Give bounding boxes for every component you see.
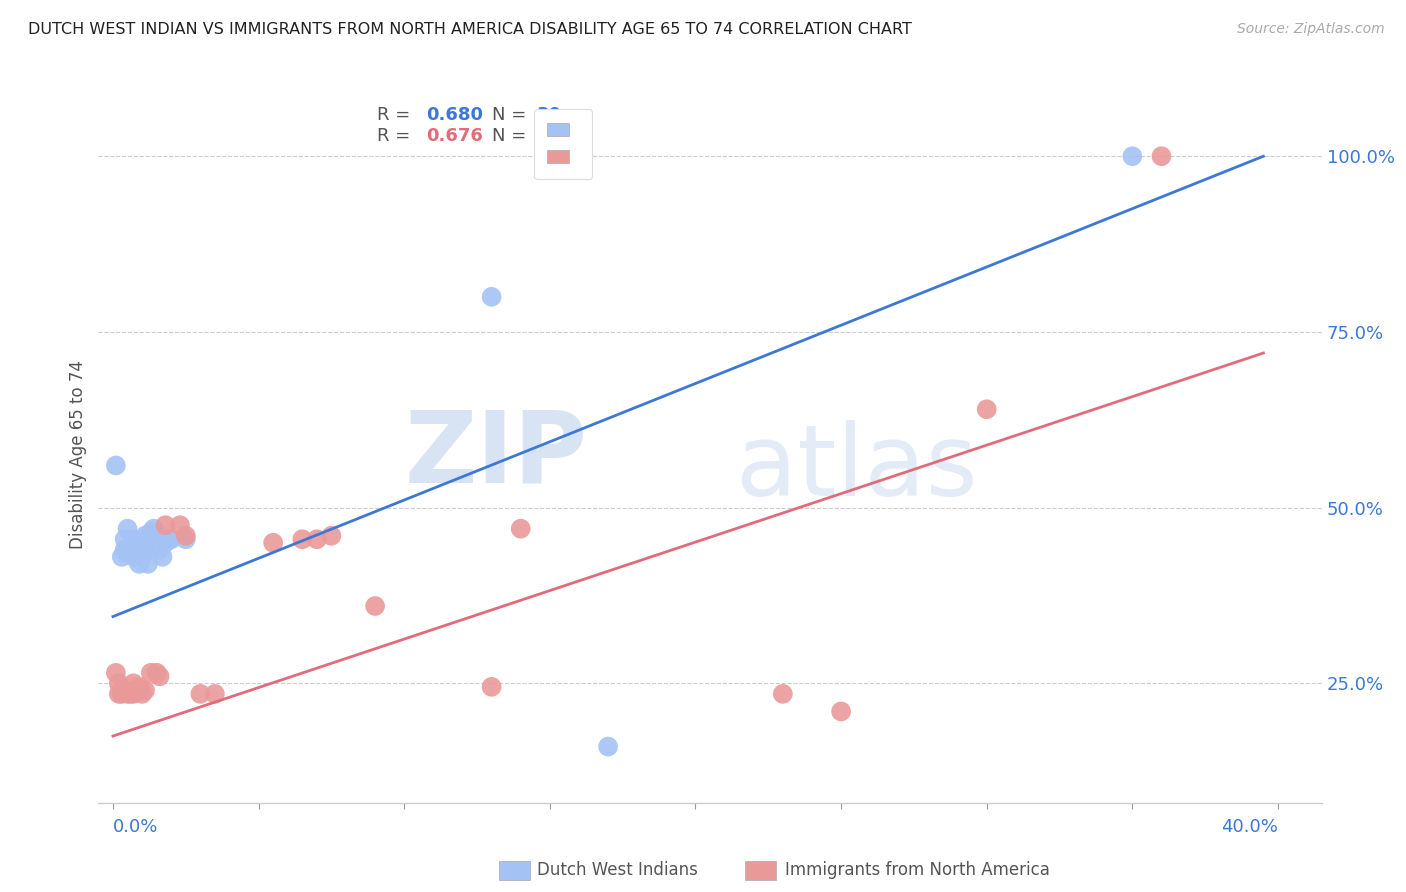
Text: Dutch West Indians: Dutch West Indians	[537, 861, 697, 879]
Text: N =: N =	[492, 106, 533, 124]
Point	[128, 557, 150, 571]
Text: R =: R =	[377, 128, 416, 145]
Text: Source: ZipAtlas.com: Source: ZipAtlas.com	[1237, 22, 1385, 37]
Point	[128, 680, 150, 694]
Point	[157, 533, 180, 547]
Point	[1150, 149, 1173, 163]
Point	[134, 542, 156, 557]
Point	[321, 529, 343, 543]
Legend: , : ,	[534, 109, 592, 179]
Point	[125, 535, 148, 549]
Text: N =: N =	[492, 128, 533, 145]
Point	[149, 669, 172, 683]
Point	[134, 683, 156, 698]
Text: R =: R =	[377, 106, 416, 124]
Y-axis label: Disability Age 65 to 74: Disability Age 65 to 74	[69, 360, 87, 549]
Point	[104, 665, 127, 680]
Point	[131, 687, 153, 701]
Point	[139, 525, 162, 540]
Point	[131, 549, 153, 564]
Point	[120, 687, 142, 701]
Point	[125, 542, 148, 557]
Point	[120, 546, 142, 560]
Text: 0.680: 0.680	[426, 106, 484, 124]
Point	[117, 687, 139, 701]
Point	[149, 533, 172, 547]
Point	[772, 687, 794, 701]
Point	[509, 522, 531, 536]
Point	[114, 533, 136, 547]
Point	[262, 535, 284, 549]
Point	[117, 683, 139, 698]
Text: Immigrants from North America: Immigrants from North America	[785, 861, 1049, 879]
Point	[160, 533, 183, 547]
Point	[139, 665, 162, 680]
Point	[111, 687, 134, 701]
Point	[125, 683, 148, 698]
Point	[598, 739, 620, 754]
Text: 0.0%: 0.0%	[112, 818, 159, 837]
Point	[122, 687, 145, 701]
Text: 40.0%: 40.0%	[1220, 818, 1278, 837]
Point	[481, 290, 503, 304]
Point	[114, 683, 136, 698]
Point	[305, 533, 328, 547]
Point	[120, 542, 142, 557]
Text: atlas: atlas	[735, 420, 977, 517]
Point	[364, 599, 387, 613]
Point	[1121, 149, 1143, 163]
Point	[155, 535, 177, 549]
Point	[117, 522, 139, 536]
Point	[111, 683, 134, 698]
Point	[188, 687, 212, 701]
Point	[155, 518, 177, 533]
Point	[134, 529, 156, 543]
Point	[104, 458, 127, 473]
Point	[149, 542, 172, 557]
Point	[136, 557, 159, 571]
Point	[145, 665, 167, 680]
Point	[204, 687, 226, 701]
Text: ZIP: ZIP	[405, 407, 588, 503]
Point	[117, 546, 139, 560]
Point	[142, 522, 165, 536]
Point	[122, 549, 145, 564]
Point	[174, 533, 197, 547]
Point	[830, 705, 852, 719]
Text: DUTCH WEST INDIAN VS IMMIGRANTS FROM NORTH AMERICA DISABILITY AGE 65 TO 74 CORRE: DUTCH WEST INDIAN VS IMMIGRANTS FROM NOR…	[28, 22, 912, 37]
Point	[108, 687, 131, 701]
Text: 30: 30	[536, 106, 561, 124]
Point	[114, 542, 136, 557]
Point	[128, 542, 150, 557]
Point	[122, 533, 145, 547]
Point	[108, 676, 131, 690]
Point	[111, 549, 134, 564]
Text: 35: 35	[536, 128, 561, 145]
Point	[169, 518, 191, 533]
Point	[976, 402, 998, 417]
Point	[291, 533, 314, 547]
Point	[131, 542, 153, 557]
Point	[174, 529, 197, 543]
Point	[152, 549, 174, 564]
Point	[481, 680, 503, 694]
Text: 0.676: 0.676	[426, 128, 484, 145]
Point	[122, 676, 145, 690]
